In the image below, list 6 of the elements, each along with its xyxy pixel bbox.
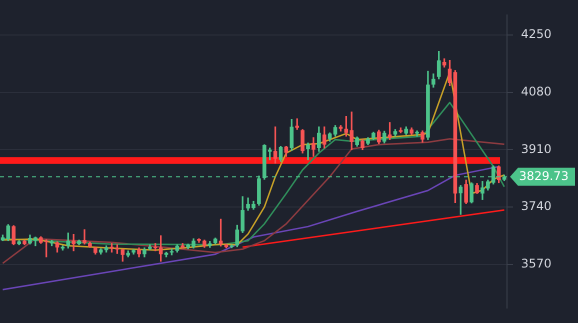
y-tick-label: 4080 [521,84,552,99]
y-tick-label: 3570 [521,256,552,270]
y-tick-label: 3910 [521,142,552,156]
ref-line-label: 3829.73 [519,168,569,183]
y-tick-label: 3740 [521,199,552,214]
y-tick-label: 4250 [521,27,552,42]
